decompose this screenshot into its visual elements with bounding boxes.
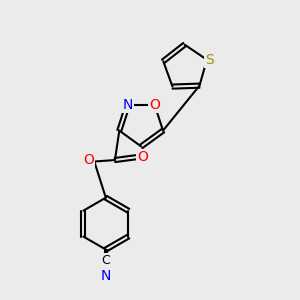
Text: S: S <box>206 53 214 67</box>
Text: N: N <box>122 98 133 112</box>
Text: O: O <box>83 153 94 167</box>
Text: O: O <box>137 150 148 164</box>
Text: C: C <box>101 254 110 267</box>
Text: N: N <box>100 269 111 283</box>
Text: O: O <box>149 98 160 112</box>
